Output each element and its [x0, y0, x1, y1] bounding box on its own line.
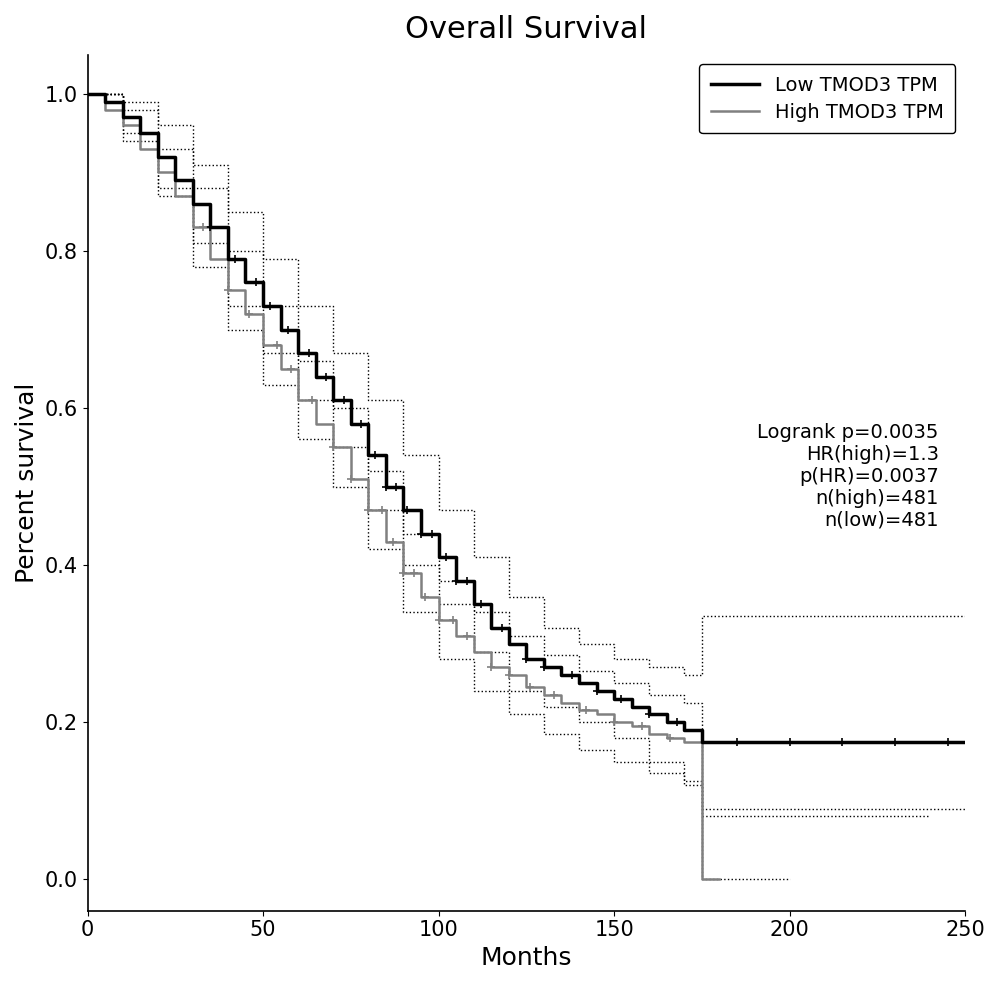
Legend: Low TMOD3 TPM, High TMOD3 TPM: Low TMOD3 TPM, High TMOD3 TPM — [699, 64, 955, 134]
Title: Overall Survival: Overall Survival — [405, 15, 647, 44]
Text: Logrank p=0.0035
HR(high)=1.3
p(HR)=0.0037
n(high)=481
n(low)=481: Logrank p=0.0035 HR(high)=1.3 p(HR)=0.00… — [757, 423, 939, 530]
X-axis label: Months: Months — [481, 946, 572, 970]
Y-axis label: Percent survival: Percent survival — [15, 382, 39, 583]
